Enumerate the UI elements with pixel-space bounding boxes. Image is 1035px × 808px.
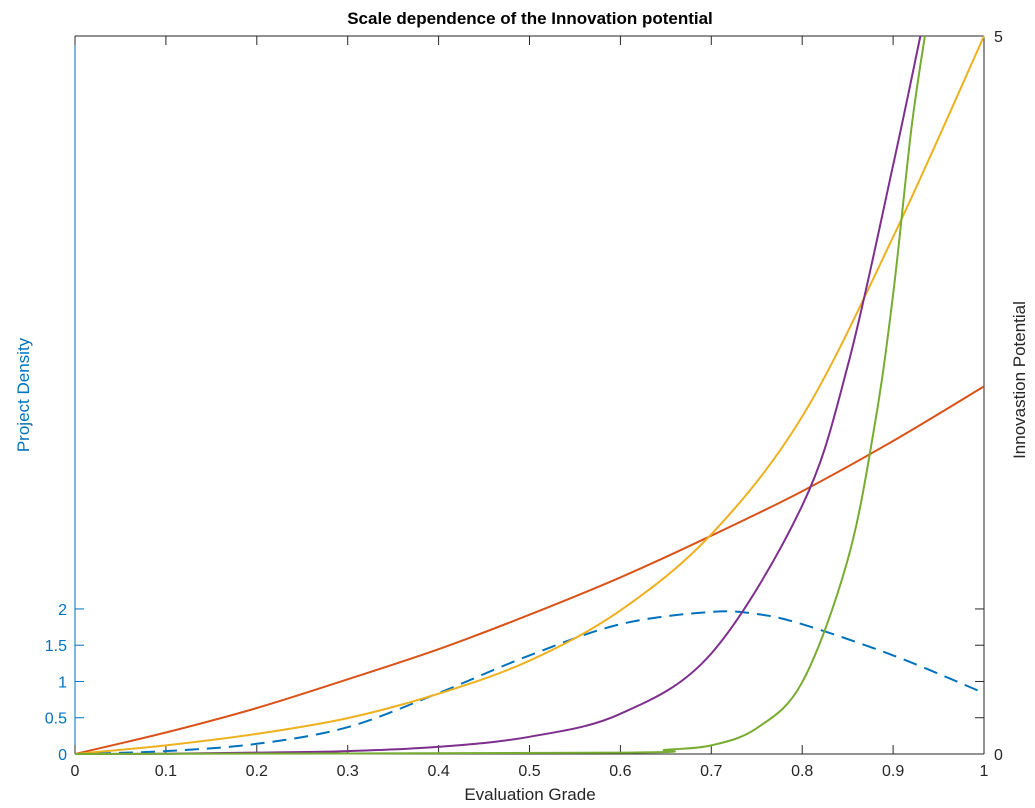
y-left-tick-label: 0 [58,747,67,764]
series-line-5 [74,35,926,755]
x-tick-label: 0.8 [791,763,813,780]
series-line-1 [74,610,985,755]
y-right-axis-title: Innovastion Potential [1010,301,1029,459]
x-tick-label: 0.4 [427,763,449,780]
y-left-tick-label: 1.5 [45,638,67,655]
x-tick-label: 0.5 [518,763,540,780]
y-left-tick-label: 2 [58,602,67,619]
y-right-tick-label: 0 [994,747,1003,764]
y-left-tick-label: 0.5 [45,711,67,728]
x-tick-label: 0.7 [700,763,722,780]
y-right-tick-label: 5 [994,29,1003,46]
series-line-2 [74,385,985,755]
series-line-4 [74,35,922,755]
y-left-tick-label: 1 [58,674,67,691]
series-line-3 [74,35,985,755]
plot-frame [74,35,985,755]
x-tick-label: 1 [980,763,989,780]
plot-lines [74,35,985,755]
x-tick-label: 0 [71,763,80,780]
x-tick-label: 0.2 [246,763,268,780]
x-tick-label: 0.9 [882,763,904,780]
x-axis-title: Evaluation Grade [464,785,595,804]
chart-title: Scale dependence of the Innovation poten… [347,9,713,28]
x-tick-label: 0.6 [609,763,631,780]
x-tick-label: 0.3 [337,763,359,780]
x-tick-label: 0.1 [155,763,177,780]
y-left-axis-title: Project Density [14,337,33,452]
